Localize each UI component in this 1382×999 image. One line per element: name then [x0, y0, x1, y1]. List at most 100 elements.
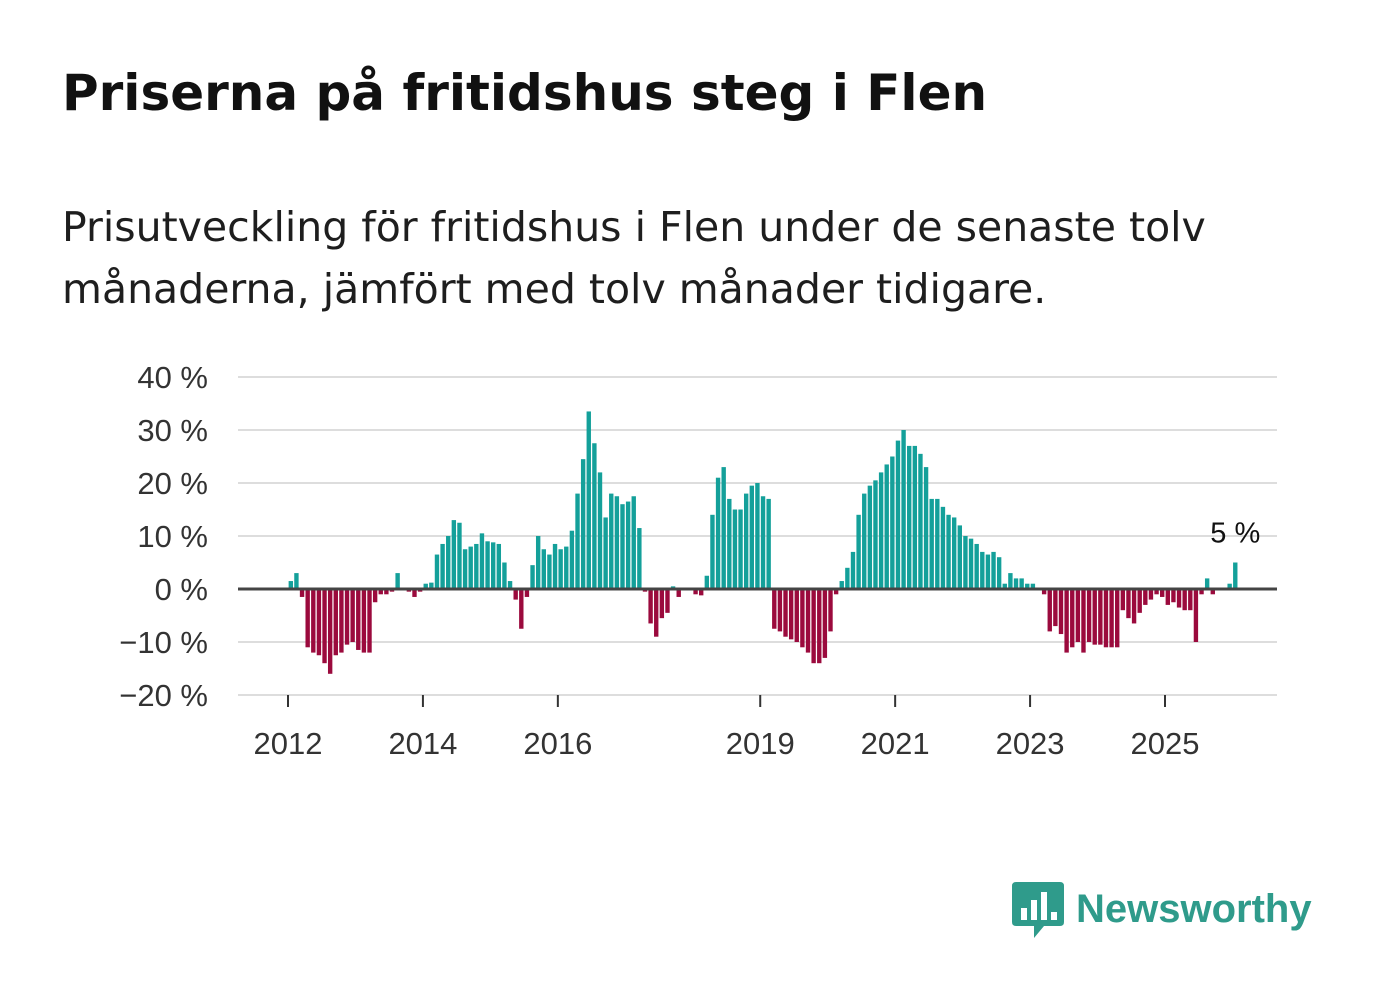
bar — [468, 546, 473, 589]
bar — [704, 575, 710, 589]
bar — [502, 562, 507, 589]
bar — [772, 589, 777, 629]
bar — [805, 589, 811, 653]
bar — [569, 530, 575, 589]
bar — [1030, 583, 1036, 589]
bar — [592, 443, 597, 589]
bar — [862, 493, 867, 589]
bar — [845, 567, 850, 589]
bar — [496, 543, 502, 589]
bar — [828, 589, 833, 632]
bar — [895, 440, 901, 589]
bar — [788, 589, 794, 640]
x-axis-ticks: 2012 2014 2016 2019 2021 2023 2025 — [254, 695, 1199, 761]
bar — [1008, 573, 1013, 589]
bar — [817, 589, 822, 664]
bar — [1204, 578, 1210, 589]
x-tick-label: 2019 — [726, 726, 795, 761]
bar — [985, 554, 991, 589]
bar — [1098, 589, 1103, 645]
bar — [1154, 589, 1159, 595]
bar — [1182, 589, 1187, 611]
bar — [423, 583, 428, 589]
bar — [1137, 589, 1142, 613]
bar — [749, 485, 754, 589]
x-tick-label: 2016 — [523, 726, 592, 761]
bar — [620, 504, 625, 589]
bar — [1210, 589, 1215, 595]
bar — [541, 549, 546, 589]
bar — [839, 581, 844, 589]
bar — [923, 467, 929, 589]
bar — [361, 589, 367, 653]
bar — [631, 496, 636, 589]
bar — [1120, 589, 1126, 611]
bar — [951, 517, 957, 589]
bar — [693, 589, 698, 595]
bar — [564, 546, 569, 589]
bar — [597, 472, 603, 589]
bar — [603, 517, 608, 589]
bar — [1233, 562, 1238, 589]
bar — [1148, 589, 1154, 600]
newsworthy-logo-icon — [1012, 882, 1064, 938]
bar — [1064, 589, 1069, 653]
bar — [1131, 589, 1137, 624]
brand-name: Newsworthy — [1076, 886, 1312, 931]
bar — [957, 525, 962, 589]
bar — [462, 549, 468, 589]
bar — [519, 589, 524, 629]
bar — [625, 501, 631, 589]
bar — [1053, 589, 1058, 627]
bar — [530, 565, 535, 589]
bar — [811, 589, 816, 664]
bar — [1058, 589, 1064, 635]
bar — [575, 493, 580, 589]
bar — [333, 589, 338, 656]
bar — [907, 445, 912, 589]
bar — [294, 573, 299, 589]
bar — [457, 522, 462, 589]
bar — [766, 498, 771, 589]
bar — [552, 543, 558, 589]
bar — [311, 589, 316, 653]
bar — [322, 589, 327, 664]
last-value-annotation: 5 % — [1210, 518, 1260, 550]
bar — [929, 498, 934, 589]
bar — [1002, 583, 1007, 589]
bar — [434, 554, 440, 589]
y-tick-label: −10 % — [119, 625, 208, 660]
bar — [974, 543, 979, 589]
bar — [1086, 589, 1092, 642]
x-tick-label: 2021 — [861, 726, 930, 761]
bar — [547, 554, 552, 589]
bar-chart: 40 %30 %20 %10 %0 %−10 %−20 % 2012 2014 20… — [119, 360, 1277, 761]
x-tick-label: 2012 — [254, 726, 323, 761]
bar — [946, 514, 951, 589]
y-tick-label: 0 % — [155, 572, 208, 607]
chart-title: Priserna på fritidshus steg i Flen — [62, 64, 988, 122]
bar — [665, 589, 670, 613]
bar — [412, 589, 417, 597]
bar — [901, 430, 906, 589]
bar — [777, 589, 783, 632]
bar — [1047, 589, 1052, 632]
y-tick-label: 20 % — [137, 466, 208, 501]
bar — [485, 541, 490, 589]
bar — [833, 589, 839, 595]
bar — [1165, 589, 1171, 605]
bar — [535, 536, 541, 589]
bar — [1193, 589, 1199, 642]
bar — [738, 509, 743, 589]
bar — [890, 456, 895, 589]
bar — [1109, 589, 1114, 648]
bar — [440, 543, 445, 589]
bar — [794, 589, 799, 642]
bar — [856, 514, 861, 589]
bar — [614, 496, 620, 589]
bar — [350, 589, 355, 642]
bar — [884, 464, 889, 589]
bar — [1143, 589, 1148, 605]
bar — [288, 581, 294, 589]
y-tick-label: 40 % — [137, 360, 208, 395]
